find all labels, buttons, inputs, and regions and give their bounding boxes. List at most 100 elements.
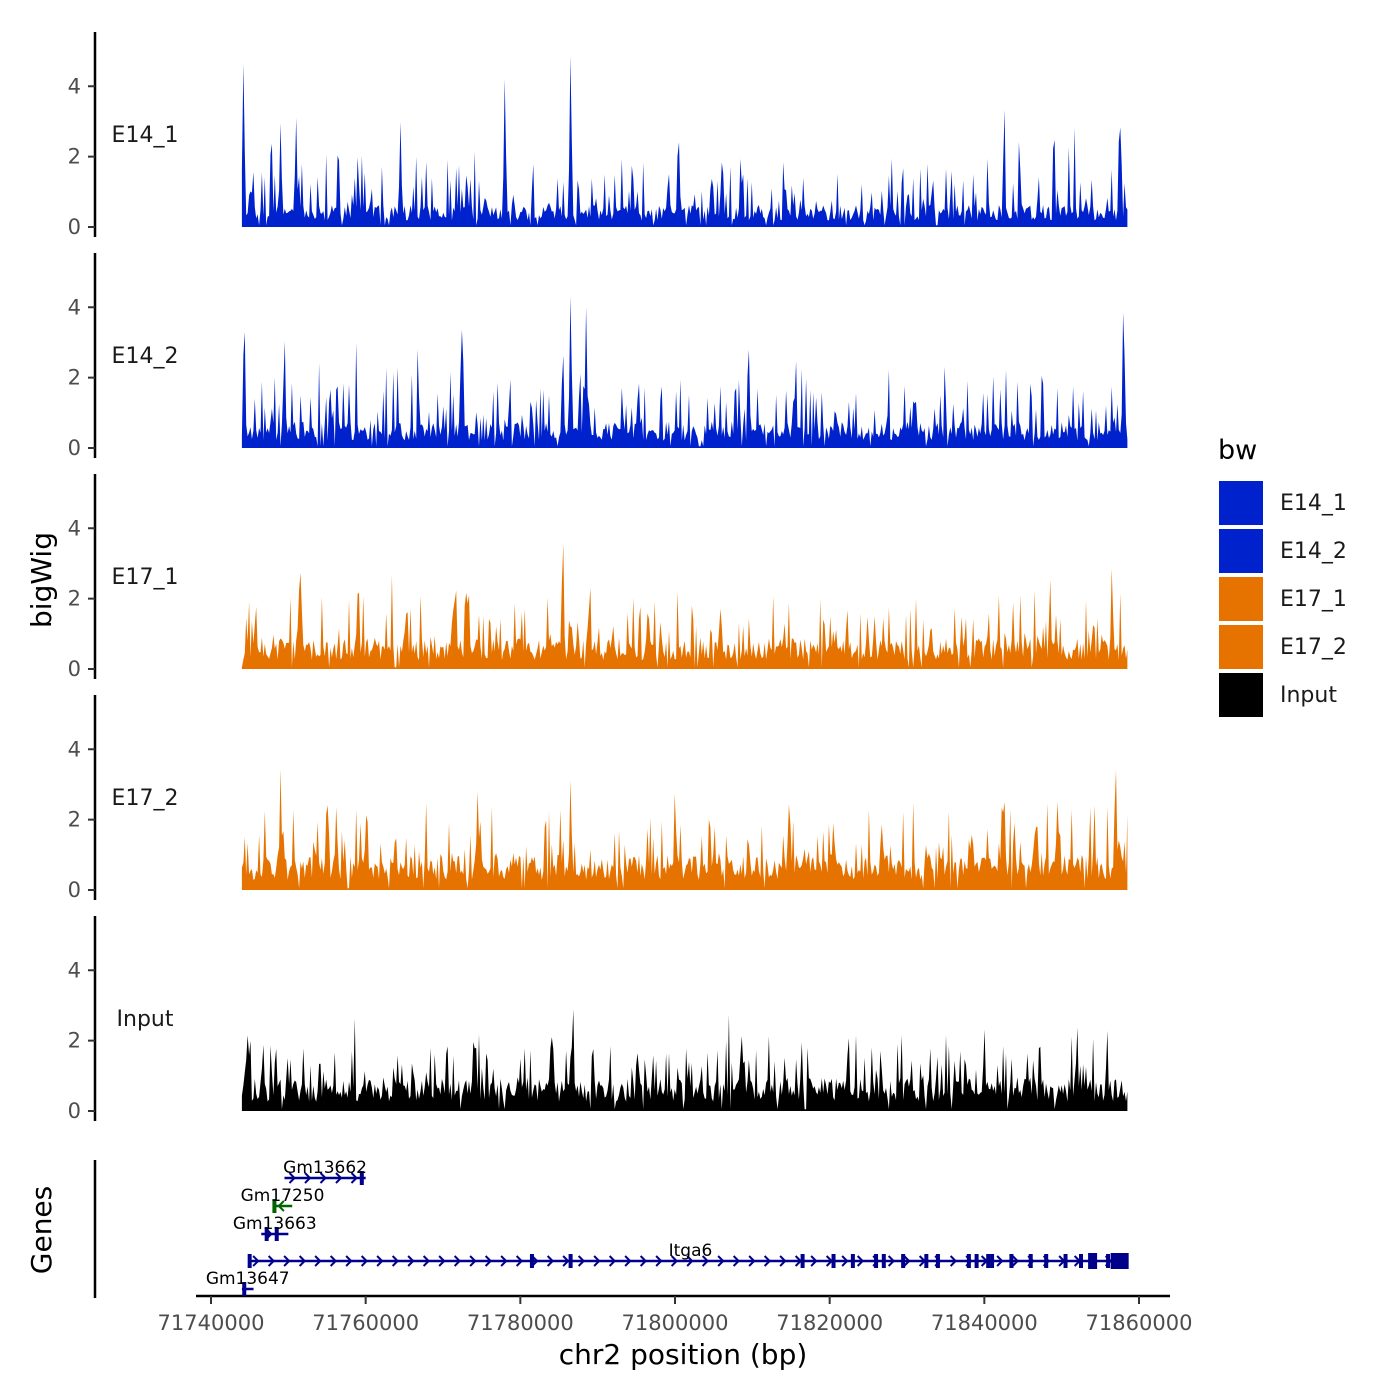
exon [1110,1253,1129,1269]
strand-chevron [438,1255,446,1267]
legend-label: E17_1 [1280,587,1347,612]
panel-label: E17_1 [112,565,179,590]
strand-chevron [841,1255,849,1267]
strand-chevron [686,1255,694,1267]
strand-chevron [329,1255,338,1267]
legend-swatch [1217,671,1265,719]
exon [568,1254,573,1268]
legend-label: E17_2 [1280,635,1347,660]
legend-item-E17_1: E17_1 [1217,575,1347,623]
legend-swatch [1217,623,1265,671]
y-tick-label: 2 [68,366,81,390]
y-tick-label: 4 [68,74,81,98]
panel-label: E17_2 [112,786,179,811]
strand-chevron [314,1255,322,1267]
strand-chevron [360,1255,369,1267]
panel-E17_2: 0 2 4 E17_2 [68,695,1128,902]
strand-chevron [350,1172,358,1184]
signal-area-Input [241,1009,1128,1111]
y-tick-label: 4 [68,295,81,319]
y-tick-label: 4 [68,958,81,982]
x-tick-label: 71800000 [622,1311,729,1335]
panel-label: E14_1 [112,123,179,148]
strand-chevron [469,1255,477,1267]
strand-chevron [856,1255,865,1267]
strand-chevron [608,1255,617,1267]
strand-chevron [335,1172,343,1184]
strand-chevron [391,1255,400,1267]
exon [935,1254,940,1268]
y-tick-label: 0 [68,1099,81,1123]
strand-chevron [593,1255,601,1267]
legend-item-Input: Input [1217,671,1337,719]
panel-E17_1: 0 2 4 E17_1 [68,474,1128,681]
panel-label: E14_2 [112,344,179,369]
panel-label: Input [117,1007,174,1032]
y-tick-label: 2 [68,587,81,611]
strand-chevron [304,1172,312,1184]
strand-chevron [298,1255,307,1267]
legend-label: E14_1 [1280,491,1347,516]
legend-swatch [1217,527,1265,575]
y-tick-label: 0 [68,215,81,239]
gene-label: Gm13647 [206,1269,290,1289]
strand-chevron [422,1255,431,1267]
exon [874,1254,879,1268]
strand-chevron [407,1255,415,1267]
exon [1079,1254,1083,1268]
strand-chevron [252,1255,260,1267]
y-tick-label: 2 [68,145,81,169]
y-axis-title: bigWig [25,532,58,628]
strand-chevron [267,1255,276,1267]
x-axis-ticks: 71740000 71760000 71780000 71800000 71820000… [158,1296,1193,1335]
exon [242,1282,247,1296]
exon [1009,1254,1014,1268]
exon [274,1227,279,1241]
x-axis-title: chr2 position (bp) [559,1338,808,1371]
gene-Gm17250: Gm17250 [241,1186,325,1213]
y-tick-label: 0 [68,657,81,681]
legend-swatch [1217,479,1265,527]
signal-area-E17_1 [241,544,1128,669]
strand-chevron [810,1255,818,1267]
y-tick-label: 4 [68,737,81,761]
exon [990,1254,995,1268]
legend-title: bw [1218,435,1257,466]
legend-label: E14_2 [1280,539,1347,564]
gene-Gm13662: Gm13662 [283,1158,367,1185]
strand-chevron [376,1255,384,1267]
strand-chevron [277,1200,285,1212]
strand-chevron [515,1255,524,1267]
x-tick-label: 71860000 [1086,1311,1193,1335]
strand-chevron [577,1255,586,1267]
strand-chevron [500,1255,508,1267]
strand-chevron [1011,1255,1020,1267]
strand-chevron [283,1255,291,1267]
exon [272,1199,277,1213]
strand-chevron [484,1255,493,1267]
exon [264,1227,269,1241]
legend-item-E17_2: E17_2 [1217,623,1347,671]
exon [974,1254,979,1268]
strand-chevron [763,1255,772,1267]
exon [359,1171,364,1185]
gene-Gm13647: Gm13647 [206,1269,290,1296]
genes-axis-title: Genes [25,1186,58,1274]
strand-chevron [949,1255,958,1267]
exon [529,1254,534,1268]
legend-item-E14_2: E14_2 [1217,527,1347,575]
exon [1063,1254,1068,1268]
gene-label: Gm17250 [241,1186,325,1206]
panel-E14_1: 0 2 4 E14_1 [68,32,1128,239]
legend-label: Input [1280,683,1337,708]
exon [1028,1254,1033,1268]
panel-E14_2: 0 2 4 E14_2 [68,253,1128,460]
legend-swatch [1217,575,1265,623]
strand-chevron [670,1255,679,1267]
y-tick-label: 4 [68,516,81,540]
strand-chevron [779,1255,787,1267]
exon [1044,1254,1049,1268]
legend: bw E14_1 E14_2 E17_1 E17_2 Input [1217,435,1347,719]
exon [1106,1254,1111,1268]
